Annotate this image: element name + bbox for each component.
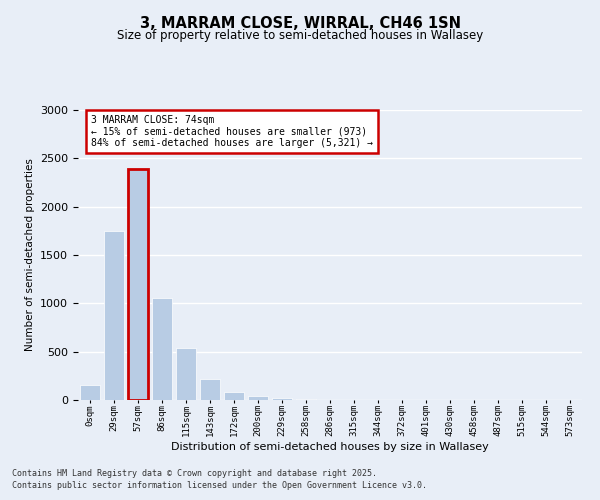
Text: 3, MARRAM CLOSE, WIRRAL, CH46 1SN: 3, MARRAM CLOSE, WIRRAL, CH46 1SN [139,16,461,31]
Bar [224,392,244,400]
Bar [80,384,100,400]
Bar [200,378,220,400]
X-axis label: Distribution of semi-detached houses by size in Wallasey: Distribution of semi-detached houses by … [171,442,489,452]
Bar [248,396,268,400]
Bar [272,398,292,400]
Text: Size of property relative to semi-detached houses in Wallasey: Size of property relative to semi-detach… [117,29,483,42]
Bar [176,348,196,400]
Bar [128,169,148,400]
Bar [152,298,172,400]
Y-axis label: Number of semi-detached properties: Number of semi-detached properties [25,158,35,352]
Bar [104,231,124,400]
Text: Contains HM Land Registry data © Crown copyright and database right 2025.: Contains HM Land Registry data © Crown c… [12,468,377,477]
Text: Contains public sector information licensed under the Open Government Licence v3: Contains public sector information licen… [12,481,427,490]
Bar [296,399,316,400]
Text: 3 MARRAM CLOSE: 74sqm
← 15% of semi-detached houses are smaller (973)
84% of sem: 3 MARRAM CLOSE: 74sqm ← 15% of semi-deta… [91,115,373,148]
